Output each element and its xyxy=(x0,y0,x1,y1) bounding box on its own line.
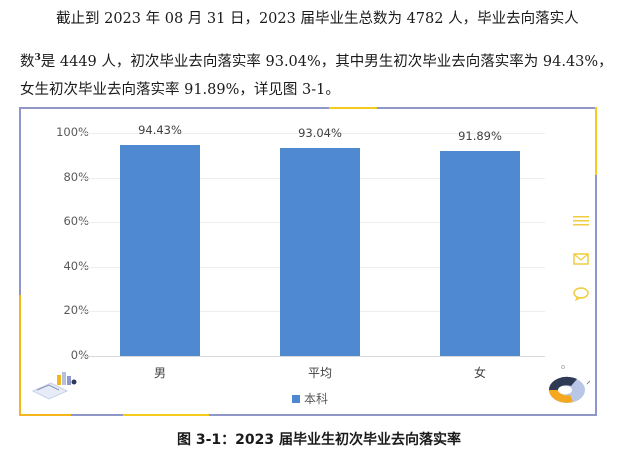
legend: 本科 xyxy=(292,390,328,407)
y-tick: 60% xyxy=(63,214,89,228)
y-tick: 80% xyxy=(63,170,89,184)
x-tick: 女 xyxy=(473,366,486,380)
x-tick: 平均 xyxy=(307,366,332,380)
frame-border xyxy=(19,414,71,416)
gridline xyxy=(81,133,545,134)
comment-icon[interactable] xyxy=(573,287,589,305)
data-label: 94.43% xyxy=(138,123,182,137)
legend-label: 本科 xyxy=(304,392,329,406)
mail-icon[interactable] xyxy=(573,253,589,269)
x-axis-line xyxy=(81,356,545,357)
paragraph-line-2-start: 数 xyxy=(20,54,35,70)
x-tick: 男 xyxy=(153,366,166,380)
paragraph-line-1: 截止到 2023 年 08 月 31 日，2023 届毕业生总数为 4782 人… xyxy=(56,11,579,27)
y-tick: 40% xyxy=(63,259,89,273)
y-tick: 0% xyxy=(70,348,89,362)
frame-border xyxy=(19,107,329,109)
footnote-mark[interactable]: 3 xyxy=(34,53,41,63)
data-label: 91.89% xyxy=(458,129,502,143)
chart-illustration-icon xyxy=(29,367,81,407)
donut-chart-icon xyxy=(543,364,593,410)
frame-border xyxy=(71,414,123,416)
data-label: 93.04% xyxy=(298,126,342,140)
legend-swatch xyxy=(292,394,300,403)
frame-border xyxy=(123,414,209,416)
paragraph-line-3: 女生初次毕业去向落实率 91.89%，详见图 3-1。 xyxy=(20,82,340,98)
bar-average[interactable] xyxy=(280,148,360,356)
menu-icon[interactable] xyxy=(573,215,589,231)
paragraph-line-2: 数3是 4449 人，初次毕业去向落实率 93.04%，其中男生初次毕业去向落实… xyxy=(20,42,618,78)
y-tick: 100% xyxy=(56,125,89,139)
y-tick: 20% xyxy=(63,303,89,317)
frame-border xyxy=(377,107,597,109)
frame-border xyxy=(19,107,21,295)
paragraph-line-2-rest: 是 4449 人，初次毕业去向落实率 93.04%，其中男生初次毕业去向落实率为… xyxy=(40,54,613,70)
bar-male[interactable] xyxy=(120,145,200,356)
frame-border xyxy=(595,175,597,416)
chart-frame: 100% 80% 60% 40% 20% 0% 94.43% 93.04% 91… xyxy=(19,107,597,416)
bar-female[interactable] xyxy=(440,151,520,356)
frame-border xyxy=(595,107,597,175)
bar-chart: 100% 80% 60% 40% 20% 0% 94.43% 93.04% 91… xyxy=(19,107,597,416)
frame-border xyxy=(209,414,597,416)
frame-border xyxy=(329,107,377,109)
frame-border xyxy=(19,295,21,416)
figure-caption: 图 3-1：2023 届毕业生初次毕业去向落实率 xyxy=(176,432,461,448)
